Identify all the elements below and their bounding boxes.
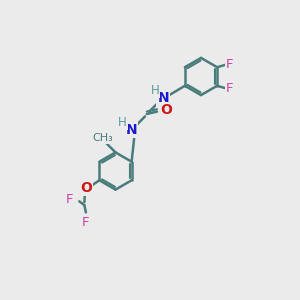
Text: N: N [125, 123, 137, 136]
Text: F: F [226, 58, 233, 71]
Text: F: F [66, 193, 74, 206]
Text: H: H [151, 84, 159, 98]
Text: O: O [80, 181, 92, 195]
Text: F: F [82, 215, 90, 229]
Text: CH₃: CH₃ [92, 133, 113, 143]
Text: N: N [158, 92, 169, 105]
Text: H: H [118, 116, 127, 130]
Text: F: F [226, 82, 233, 95]
Text: O: O [160, 103, 172, 117]
